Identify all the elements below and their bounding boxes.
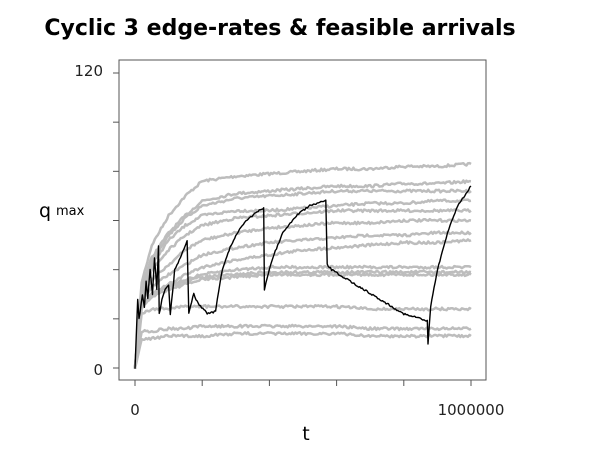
background-series-line [133,331,472,369]
y-tick-label-0: 0 [93,361,103,379]
y-axis-label-main: q [39,200,51,222]
background-series-line [133,179,472,368]
background-series-line [133,230,472,367]
background-series-line [133,161,472,367]
background-series-line [133,304,472,370]
background-series-line [133,208,472,369]
y-axis-ticks [113,72,119,369]
background-series-line [133,188,472,367]
background-series-line [133,198,472,369]
x-axis-label: t [302,423,309,445]
x-tick-label-0: 0 [130,401,140,419]
background-series-group [133,161,472,370]
highlight-series-line [134,185,472,369]
x-tick-label-1000000: 1000000 [438,401,505,419]
background-series-line [133,264,472,368]
background-series-line [133,238,472,369]
background-series-line [133,217,472,370]
background-series-line [133,323,472,369]
background-series-line [133,269,472,369]
y-tick-label-120: 120 [74,62,103,80]
chart-title: Cyclic 3 edge-rates & feasible arrivals [44,16,515,41]
y-axis-label: q max [39,200,85,222]
y-axis-label-sub: max [56,204,85,219]
x-axis-ticks [134,380,472,386]
background-series-line [133,272,472,369]
highlight-series-group [134,185,472,369]
